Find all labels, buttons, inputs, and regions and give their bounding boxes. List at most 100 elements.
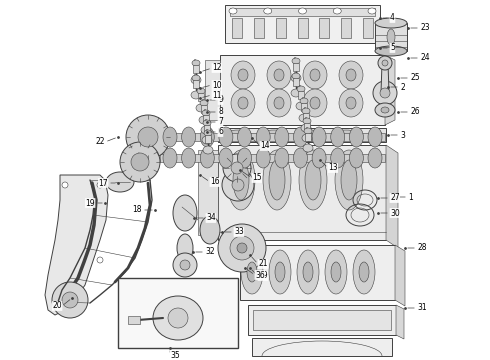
Ellipse shape	[200, 216, 220, 244]
Bar	[118, 278, 238, 348]
Ellipse shape	[229, 8, 237, 14]
Text: 25: 25	[410, 73, 419, 82]
Ellipse shape	[106, 172, 134, 192]
Bar	[198, 150, 218, 235]
Ellipse shape	[131, 153, 149, 171]
Text: 26: 26	[410, 108, 419, 117]
Ellipse shape	[201, 126, 211, 134]
Text: 18: 18	[132, 206, 142, 215]
Bar	[297, 18, 308, 38]
Text: 4: 4	[390, 13, 395, 22]
Text: 27: 27	[390, 194, 400, 202]
Bar	[248, 305, 396, 335]
Ellipse shape	[202, 136, 212, 144]
Ellipse shape	[224, 130, 252, 140]
Ellipse shape	[291, 89, 301, 97]
Ellipse shape	[301, 124, 311, 132]
Bar	[341, 18, 351, 38]
Bar	[252, 338, 392, 356]
Ellipse shape	[382, 60, 388, 66]
Polygon shape	[395, 245, 405, 306]
Ellipse shape	[264, 8, 272, 14]
Ellipse shape	[163, 127, 177, 147]
Bar	[276, 18, 286, 38]
Bar	[363, 18, 373, 38]
Ellipse shape	[292, 73, 300, 79]
Ellipse shape	[203, 146, 213, 154]
Ellipse shape	[387, 29, 395, 45]
Bar	[225, 5, 380, 43]
Ellipse shape	[303, 89, 327, 117]
Ellipse shape	[267, 61, 291, 89]
Ellipse shape	[353, 250, 375, 294]
Ellipse shape	[238, 127, 251, 147]
Text: 16: 16	[210, 177, 220, 186]
Text: 21: 21	[258, 260, 268, 269]
Ellipse shape	[200, 148, 214, 168]
Text: 8: 8	[218, 108, 223, 117]
Bar	[193, 80, 199, 88]
Ellipse shape	[247, 262, 257, 282]
Ellipse shape	[305, 160, 321, 200]
Ellipse shape	[375, 103, 395, 117]
Ellipse shape	[256, 148, 270, 168]
Ellipse shape	[260, 130, 288, 140]
Bar	[253, 310, 391, 330]
Ellipse shape	[297, 250, 319, 294]
Ellipse shape	[339, 61, 363, 89]
Ellipse shape	[346, 69, 356, 81]
Ellipse shape	[368, 148, 382, 168]
Ellipse shape	[275, 148, 289, 168]
Ellipse shape	[97, 182, 103, 188]
Text: 15: 15	[252, 174, 262, 183]
Ellipse shape	[173, 253, 197, 277]
Ellipse shape	[374, 131, 382, 139]
Polygon shape	[385, 55, 395, 125]
Ellipse shape	[373, 81, 397, 105]
Ellipse shape	[368, 127, 382, 147]
Ellipse shape	[296, 102, 306, 110]
Ellipse shape	[303, 144, 313, 152]
Bar	[198, 93, 204, 101]
Ellipse shape	[222, 169, 254, 201]
Ellipse shape	[331, 148, 345, 168]
Ellipse shape	[346, 97, 356, 109]
Ellipse shape	[200, 127, 214, 147]
Polygon shape	[396, 305, 404, 339]
Bar	[203, 115, 209, 123]
Ellipse shape	[168, 308, 188, 328]
Ellipse shape	[269, 160, 285, 200]
Ellipse shape	[232, 179, 244, 191]
Text: 6: 6	[218, 127, 223, 136]
Ellipse shape	[163, 148, 177, 168]
Ellipse shape	[231, 61, 255, 89]
Bar	[293, 78, 299, 86]
Ellipse shape	[97, 257, 103, 263]
Ellipse shape	[62, 292, 78, 308]
Text: 14: 14	[260, 141, 270, 150]
Bar	[305, 133, 311, 141]
Ellipse shape	[182, 127, 196, 147]
Text: 1: 1	[408, 193, 413, 202]
Ellipse shape	[298, 8, 307, 14]
Text: 20: 20	[52, 302, 62, 310]
Ellipse shape	[191, 76, 201, 84]
Ellipse shape	[204, 130, 212, 136]
Bar	[298, 91, 304, 99]
Text: 19: 19	[85, 198, 95, 207]
Ellipse shape	[192, 60, 200, 66]
Ellipse shape	[275, 262, 285, 282]
Ellipse shape	[182, 148, 196, 168]
Ellipse shape	[375, 18, 407, 28]
Ellipse shape	[303, 61, 327, 89]
Bar	[293, 63, 299, 71]
Bar	[205, 60, 220, 120]
Ellipse shape	[310, 69, 320, 81]
Ellipse shape	[219, 127, 233, 147]
Ellipse shape	[180, 260, 190, 270]
Polygon shape	[386, 145, 398, 248]
Ellipse shape	[296, 130, 324, 140]
Text: 5: 5	[390, 44, 395, 53]
Polygon shape	[45, 175, 108, 315]
Ellipse shape	[52, 282, 88, 318]
